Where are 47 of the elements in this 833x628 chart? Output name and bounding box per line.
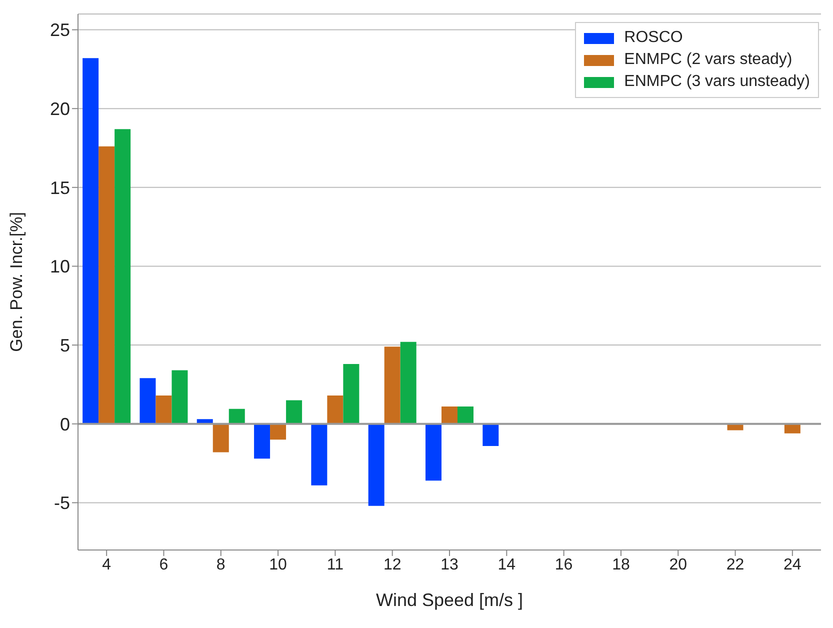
x-tick-label: 24 [784, 556, 802, 574]
x-tick-label: 11 [326, 556, 344, 574]
x-tick-label: 18 [612, 556, 630, 574]
bar [254, 424, 270, 459]
x-tick-label: 20 [669, 556, 688, 574]
bar [441, 406, 458, 424]
y-tick-label: 20 [50, 98, 70, 119]
y-tick-label: 25 [50, 20, 70, 40]
y-axis-title: Gen. Pow. Incr.[%] [7, 212, 26, 352]
y-tick-label: 15 [50, 178, 70, 198]
bar [400, 342, 416, 424]
y-tick-label: 10 [50, 256, 70, 277]
bar [140, 378, 156, 424]
y-tick-label: 0 [60, 414, 70, 434]
bar [212, 424, 229, 452]
bar [98, 146, 115, 424]
bar [311, 424, 328, 486]
bar [82, 58, 99, 424]
x-tick-label: 13 [440, 556, 458, 574]
bar [172, 370, 188, 424]
x-tick-label: 22 [726, 556, 744, 574]
bar [457, 406, 474, 424]
x-tick-label: 6 [159, 556, 168, 574]
bar [425, 424, 442, 481]
bar [228, 408, 245, 424]
bar [156, 396, 172, 424]
legend-label: ENMPC (3 vars unsteady) [624, 72, 810, 92]
bar [784, 424, 800, 434]
bar [286, 400, 302, 424]
bar [114, 129, 131, 424]
y-tick-label: 5 [60, 335, 70, 356]
x-axis-title: Wind Speed [m/s ] [376, 590, 524, 610]
bar [270, 424, 286, 440]
x-tick-label: 4 [102, 556, 112, 574]
bar [343, 364, 360, 424]
x-tick-label: 14 [498, 556, 516, 574]
x-tick-label: 16 [554, 556, 573, 574]
bar [327, 396, 344, 424]
bar [384, 346, 400, 424]
legend-label: ROSCO [624, 28, 683, 48]
bar [482, 424, 499, 446]
legend-label: ENMPC (2 vars steady) [624, 50, 792, 70]
x-tick-label: 8 [216, 556, 226, 574]
bar [368, 424, 384, 506]
x-tick-label: 12 [383, 556, 402, 574]
y-tick-label: -5 [54, 493, 70, 514]
x-tick-label: 10 [269, 556, 288, 574]
